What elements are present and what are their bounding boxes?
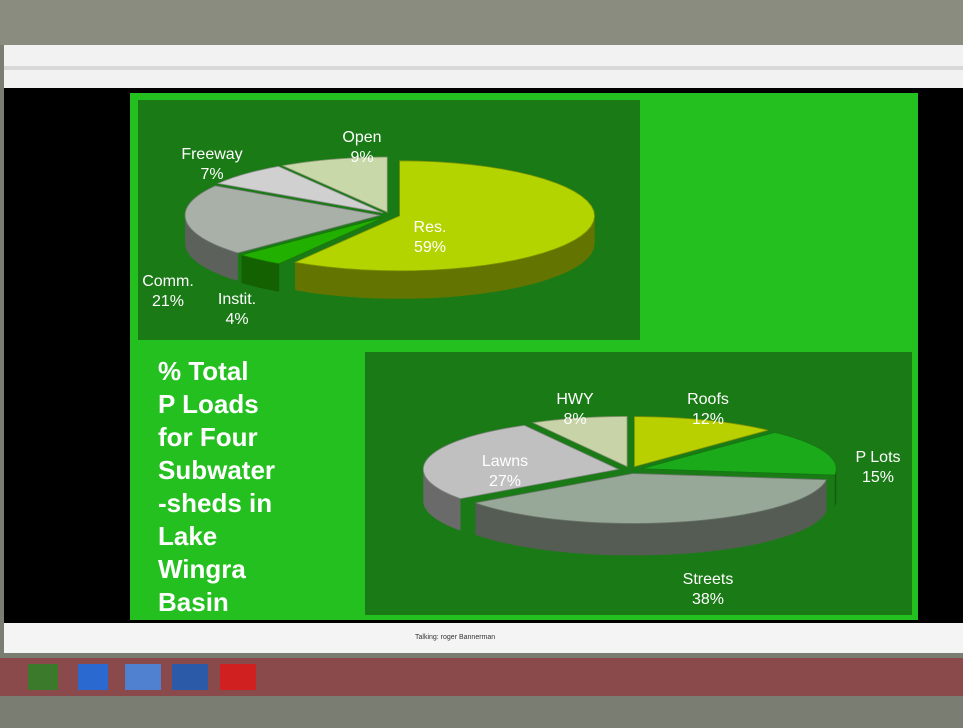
slice-value-label: 15% xyxy=(862,469,894,486)
slice-value-label: 38% xyxy=(692,591,724,608)
taskbar-icon[interactable] xyxy=(78,664,108,690)
slice-label: Lawns xyxy=(482,453,528,470)
slice-value-label: 4% xyxy=(225,311,248,328)
slice-value-label: 7% xyxy=(200,166,223,183)
title-line: Wingra xyxy=(158,554,246,584)
slice-value-label: 9% xyxy=(350,149,373,166)
slice-value-label: 12% xyxy=(692,411,724,428)
slice-label: HWY xyxy=(556,391,594,408)
status-text: Talking: roger Bannerman xyxy=(415,634,495,641)
bottom-border xyxy=(0,696,963,723)
slice-label: Res. xyxy=(414,219,447,236)
slice-label: Streets xyxy=(683,571,734,588)
title-line: Lake xyxy=(158,521,217,551)
top-border xyxy=(0,0,963,45)
page: % TotalP Loadsfor FourSubwater-sheds inL… xyxy=(0,0,963,723)
title-line: -sheds in xyxy=(158,488,272,518)
taskbar-icon[interactable] xyxy=(28,664,58,690)
slice-label: Instit. xyxy=(218,291,256,308)
slice-label: Comm. xyxy=(142,273,194,290)
slice-label: Freeway xyxy=(181,146,242,163)
title-line: Basin xyxy=(158,587,229,617)
title-line: P Loads xyxy=(158,389,259,419)
slice-label: Open xyxy=(342,129,381,146)
taskbar-icon[interactable] xyxy=(172,664,208,690)
taskbar-icon[interactable] xyxy=(220,664,256,690)
slice-value-label: 27% xyxy=(489,473,521,490)
slice-value-label: 8% xyxy=(563,411,586,428)
taskbar-icon[interactable] xyxy=(125,664,161,690)
screen: % TotalP Loadsfor FourSubwater-sheds inL… xyxy=(0,0,963,723)
title-line: % Total xyxy=(158,356,249,386)
slice-value-label: 21% xyxy=(152,293,184,310)
title-line: Subwater xyxy=(158,455,275,485)
slice-label: Roofs xyxy=(687,391,729,408)
slice-label: P Lots xyxy=(855,449,900,466)
slice-value-label: 59% xyxy=(414,239,446,256)
title-line: for Four xyxy=(158,422,258,452)
toolbar-divider xyxy=(4,66,963,70)
